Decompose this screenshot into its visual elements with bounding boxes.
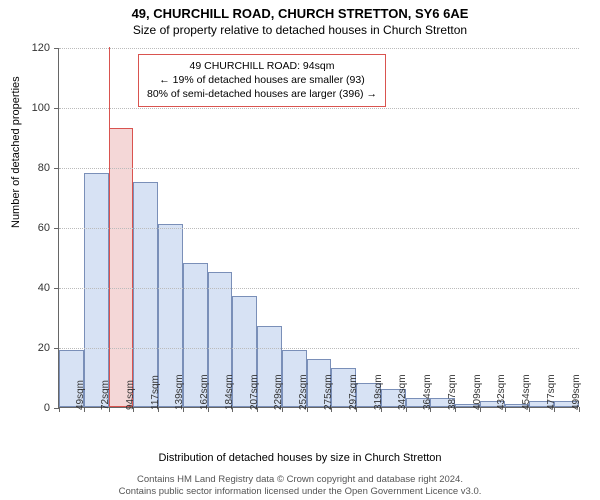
ytick-label: 120 bbox=[0, 42, 50, 54]
xtick-label: 275sqm bbox=[323, 374, 334, 410]
xtick-mark bbox=[529, 407, 530, 412]
callout-line2: ← 19% of detached houses are smaller (93… bbox=[147, 73, 377, 87]
xtick-label: 229sqm bbox=[273, 374, 284, 410]
xtick-label: 454sqm bbox=[521, 374, 532, 410]
xtick-label: 409sqm bbox=[472, 374, 483, 410]
bar-highlight bbox=[109, 128, 134, 407]
xtick-label: 499sqm bbox=[571, 374, 582, 410]
gridline bbox=[59, 288, 579, 289]
xtick-mark bbox=[455, 407, 456, 412]
chart-title: 49, CHURCHILL ROAD, CHURCH STRETTON, SY6… bbox=[0, 0, 600, 21]
xtick-mark bbox=[208, 407, 209, 412]
xtick-label: 117sqm bbox=[150, 375, 161, 410]
highlight-line bbox=[109, 47, 110, 407]
xtick-mark bbox=[183, 407, 184, 412]
x-axis-label: Distribution of detached houses by size … bbox=[0, 452, 600, 464]
ytick-mark bbox=[54, 168, 59, 169]
callout-line3: 80% of semi-detached houses are larger (… bbox=[147, 87, 377, 101]
xtick-mark bbox=[84, 407, 85, 412]
plot-wrapper: 49sqm72sqm94sqm117sqm139sqm162sqm184sqm2… bbox=[58, 48, 578, 408]
xtick-label: 162sqm bbox=[199, 374, 210, 410]
callout-line1: 49 CHURCHILL ROAD: 94sqm bbox=[147, 59, 377, 73]
xtick-mark bbox=[579, 407, 580, 412]
xtick-label: 94sqm bbox=[125, 380, 136, 410]
xtick-label: 49sqm bbox=[75, 380, 86, 410]
xtick-label: 252sqm bbox=[298, 374, 309, 410]
ytick-mark bbox=[54, 348, 59, 349]
callout-box: 49 CHURCHILL ROAD: 94sqm ← 19% of detach… bbox=[138, 54, 386, 107]
xtick-mark bbox=[554, 407, 555, 412]
xtick-label: 297sqm bbox=[348, 374, 359, 410]
xtick-mark bbox=[307, 407, 308, 412]
ytick-label: 60 bbox=[0, 222, 50, 234]
gridline bbox=[59, 108, 579, 109]
xtick-label: 207sqm bbox=[249, 374, 260, 410]
ytick-mark bbox=[54, 108, 59, 109]
xtick-label: 477sqm bbox=[546, 374, 557, 410]
xtick-label: 387sqm bbox=[447, 374, 458, 410]
bar bbox=[133, 182, 158, 407]
footer-line2: Contains public sector information licen… bbox=[0, 486, 600, 498]
xtick-mark bbox=[158, 407, 159, 412]
ytick-label: 80 bbox=[0, 162, 50, 174]
ytick-mark bbox=[54, 228, 59, 229]
ytick-mark bbox=[54, 288, 59, 289]
xtick-mark bbox=[505, 407, 506, 412]
xtick-mark bbox=[133, 407, 134, 412]
xtick-label: 432sqm bbox=[496, 374, 507, 410]
xtick-mark bbox=[430, 407, 431, 412]
footer-attribution: Contains HM Land Registry data © Crown c… bbox=[0, 474, 600, 498]
xtick-mark bbox=[331, 407, 332, 412]
xtick-label: 139sqm bbox=[174, 374, 185, 410]
xtick-mark bbox=[480, 407, 481, 412]
xtick-mark bbox=[381, 407, 382, 412]
xtick-label: 184sqm bbox=[224, 374, 235, 410]
chart-container: 49, CHURCHILL ROAD, CHURCH STRETTON, SY6… bbox=[0, 0, 600, 500]
footer-line1: Contains HM Land Registry data © Crown c… bbox=[0, 474, 600, 486]
xtick-label: 319sqm bbox=[373, 374, 384, 410]
ytick-mark bbox=[54, 48, 59, 49]
ytick-label: 100 bbox=[0, 102, 50, 114]
xtick-mark bbox=[282, 407, 283, 412]
ytick-label: 0 bbox=[0, 402, 50, 414]
bar bbox=[84, 173, 109, 407]
xtick-mark bbox=[356, 407, 357, 412]
xtick-mark bbox=[109, 407, 110, 412]
xtick-mark bbox=[232, 407, 233, 412]
y-axis-label: Number of detached properties bbox=[10, 76, 22, 228]
xtick-mark bbox=[406, 407, 407, 412]
xtick-label: 364sqm bbox=[422, 374, 433, 410]
gridline bbox=[59, 228, 579, 229]
ytick-label: 40 bbox=[0, 282, 50, 294]
xtick-mark bbox=[257, 407, 258, 412]
xtick-label: 342sqm bbox=[397, 374, 408, 410]
xtick-mark bbox=[59, 407, 60, 412]
gridline bbox=[59, 168, 579, 169]
ytick-label: 20 bbox=[0, 342, 50, 354]
gridline bbox=[59, 348, 579, 349]
chart-subtitle: Size of property relative to detached ho… bbox=[0, 21, 600, 41]
gridline bbox=[59, 48, 579, 49]
